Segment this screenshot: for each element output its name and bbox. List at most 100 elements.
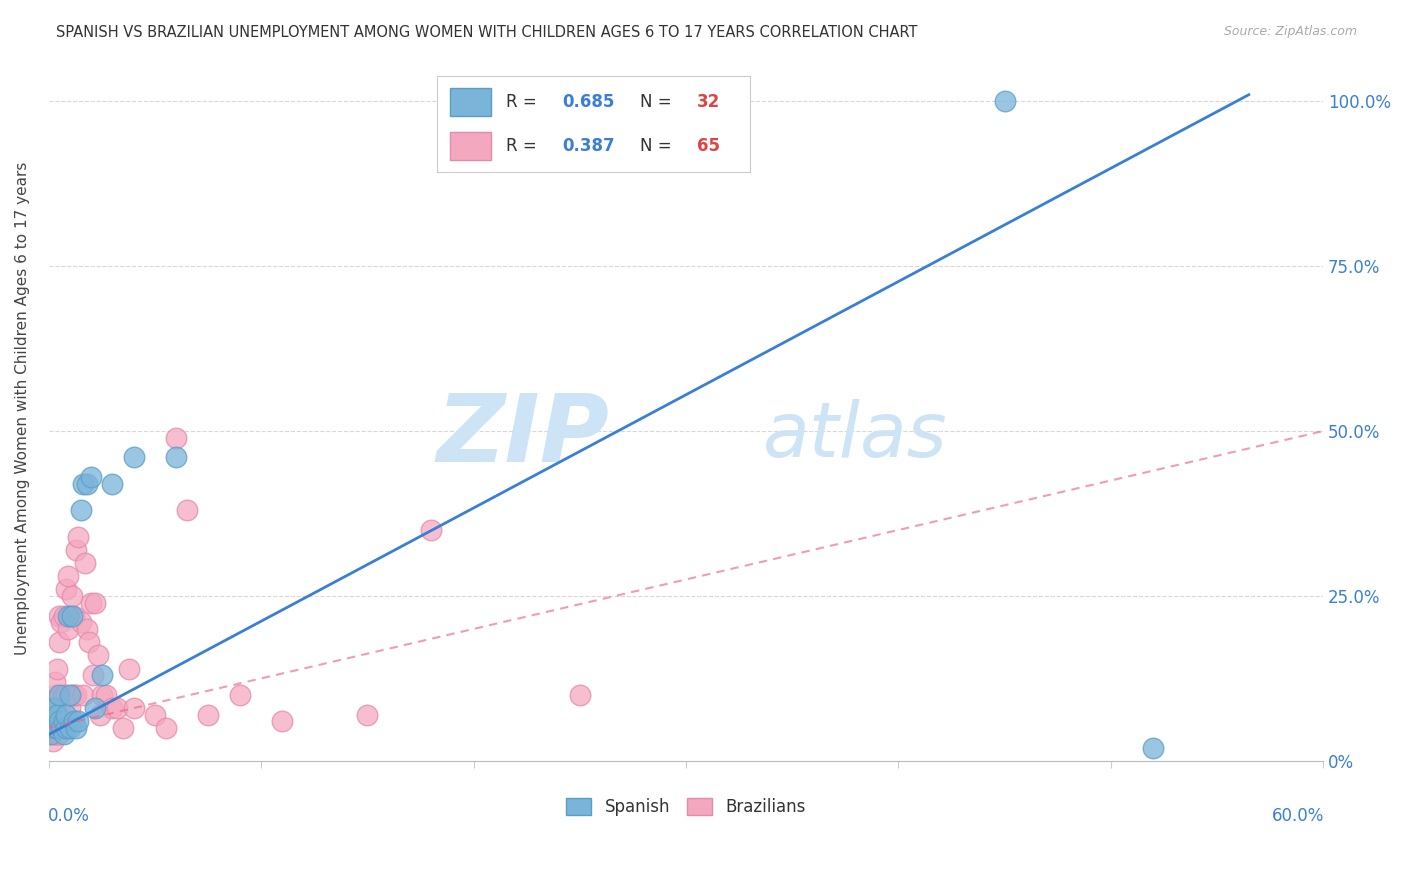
- Point: [63, 608, 86, 623]
- Point: [51, 721, 73, 735]
- Point: [52, 714, 75, 729]
- Point: [44, 701, 66, 715]
- Point: [80, 470, 103, 484]
- Point: [56, 622, 79, 636]
- Point: [44, 707, 66, 722]
- Point: [56, 714, 79, 729]
- Text: atlas: atlas: [762, 400, 946, 474]
- Point: [72, 476, 94, 491]
- Point: [46, 721, 69, 735]
- Text: SPANISH VS BRAZILIAN UNEMPLOYMENT AMONG WOMEN WITH CHILDREN AGES 6 TO 17 YEARS C: SPANISH VS BRAZILIAN UNEMPLOYMENT AMONG …: [56, 25, 918, 40]
- Point: [48, 608, 70, 623]
- Point: [42, 714, 65, 729]
- Point: [55, 707, 77, 722]
- Point: [46, 707, 69, 722]
- Point: [52, 714, 75, 729]
- Point: [993, 95, 1015, 109]
- Point: [76, 622, 98, 636]
- Point: [69, 503, 91, 517]
- Point: [59, 721, 82, 735]
- Point: [42, 694, 65, 708]
- Point: [42, 714, 65, 729]
- Point: [176, 503, 198, 517]
- Point: [69, 615, 91, 630]
- Text: 0.0%: 0.0%: [48, 806, 90, 825]
- Point: [118, 661, 141, 675]
- Point: [39, 727, 62, 741]
- Point: [48, 727, 70, 741]
- Point: [94, 688, 117, 702]
- Point: [271, 714, 294, 729]
- Point: [46, 727, 69, 741]
- Point: [165, 450, 187, 465]
- Point: [48, 714, 70, 729]
- Point: [63, 714, 86, 729]
- Point: [89, 707, 111, 722]
- Point: [42, 701, 65, 715]
- Point: [84, 596, 107, 610]
- Point: [59, 701, 82, 715]
- Point: [60, 608, 83, 623]
- Point: [420, 523, 443, 537]
- Point: [76, 476, 98, 491]
- Point: [52, 727, 75, 741]
- Point: [44, 727, 66, 741]
- Point: [84, 701, 107, 715]
- Point: [60, 688, 83, 702]
- Text: 60.0%: 60.0%: [1272, 806, 1324, 825]
- Point: [197, 707, 219, 722]
- Point: [73, 556, 96, 570]
- Point: [39, 714, 62, 729]
- Point: [55, 582, 77, 597]
- Point: [55, 688, 77, 702]
- Point: [86, 648, 108, 663]
- Point: [59, 608, 82, 623]
- Point: [44, 674, 66, 689]
- Point: [568, 688, 591, 702]
- Point: [112, 721, 135, 735]
- Text: Source: ZipAtlas.com: Source: ZipAtlas.com: [1223, 25, 1357, 38]
- Point: [52, 608, 75, 623]
- Point: [90, 688, 112, 702]
- Point: [82, 668, 104, 682]
- Point: [65, 721, 87, 735]
- Point: [59, 688, 82, 702]
- Point: [67, 530, 90, 544]
- Point: [67, 714, 90, 729]
- Point: [56, 569, 79, 583]
- Point: [48, 701, 70, 715]
- Point: [51, 721, 73, 735]
- Point: [44, 721, 66, 735]
- Point: [143, 707, 166, 722]
- Text: ZIP: ZIP: [437, 390, 609, 483]
- Point: [122, 450, 145, 465]
- Point: [90, 668, 112, 682]
- Point: [51, 694, 73, 708]
- Point: [65, 688, 87, 702]
- Point: [55, 721, 77, 735]
- Point: [55, 721, 77, 735]
- Point: [165, 431, 187, 445]
- Point: [356, 707, 378, 722]
- Point: [52, 688, 75, 702]
- Point: [56, 608, 79, 623]
- Point: [60, 589, 83, 603]
- Point: [42, 734, 65, 748]
- Point: [122, 701, 145, 715]
- Point: [72, 688, 94, 702]
- Point: [48, 635, 70, 649]
- Point: [229, 688, 252, 702]
- Point: [39, 701, 62, 715]
- Point: [105, 701, 128, 715]
- Point: [80, 596, 103, 610]
- Point: [46, 707, 69, 722]
- Point: [65, 542, 87, 557]
- Point: [51, 615, 73, 630]
- Point: [77, 635, 100, 649]
- Point: [44, 688, 66, 702]
- Y-axis label: Unemployment Among Women with Children Ages 6 to 17 years: Unemployment Among Women with Children A…: [15, 161, 30, 655]
- Point: [101, 476, 124, 491]
- Point: [101, 701, 124, 715]
- Point: [155, 721, 177, 735]
- Point: [46, 661, 69, 675]
